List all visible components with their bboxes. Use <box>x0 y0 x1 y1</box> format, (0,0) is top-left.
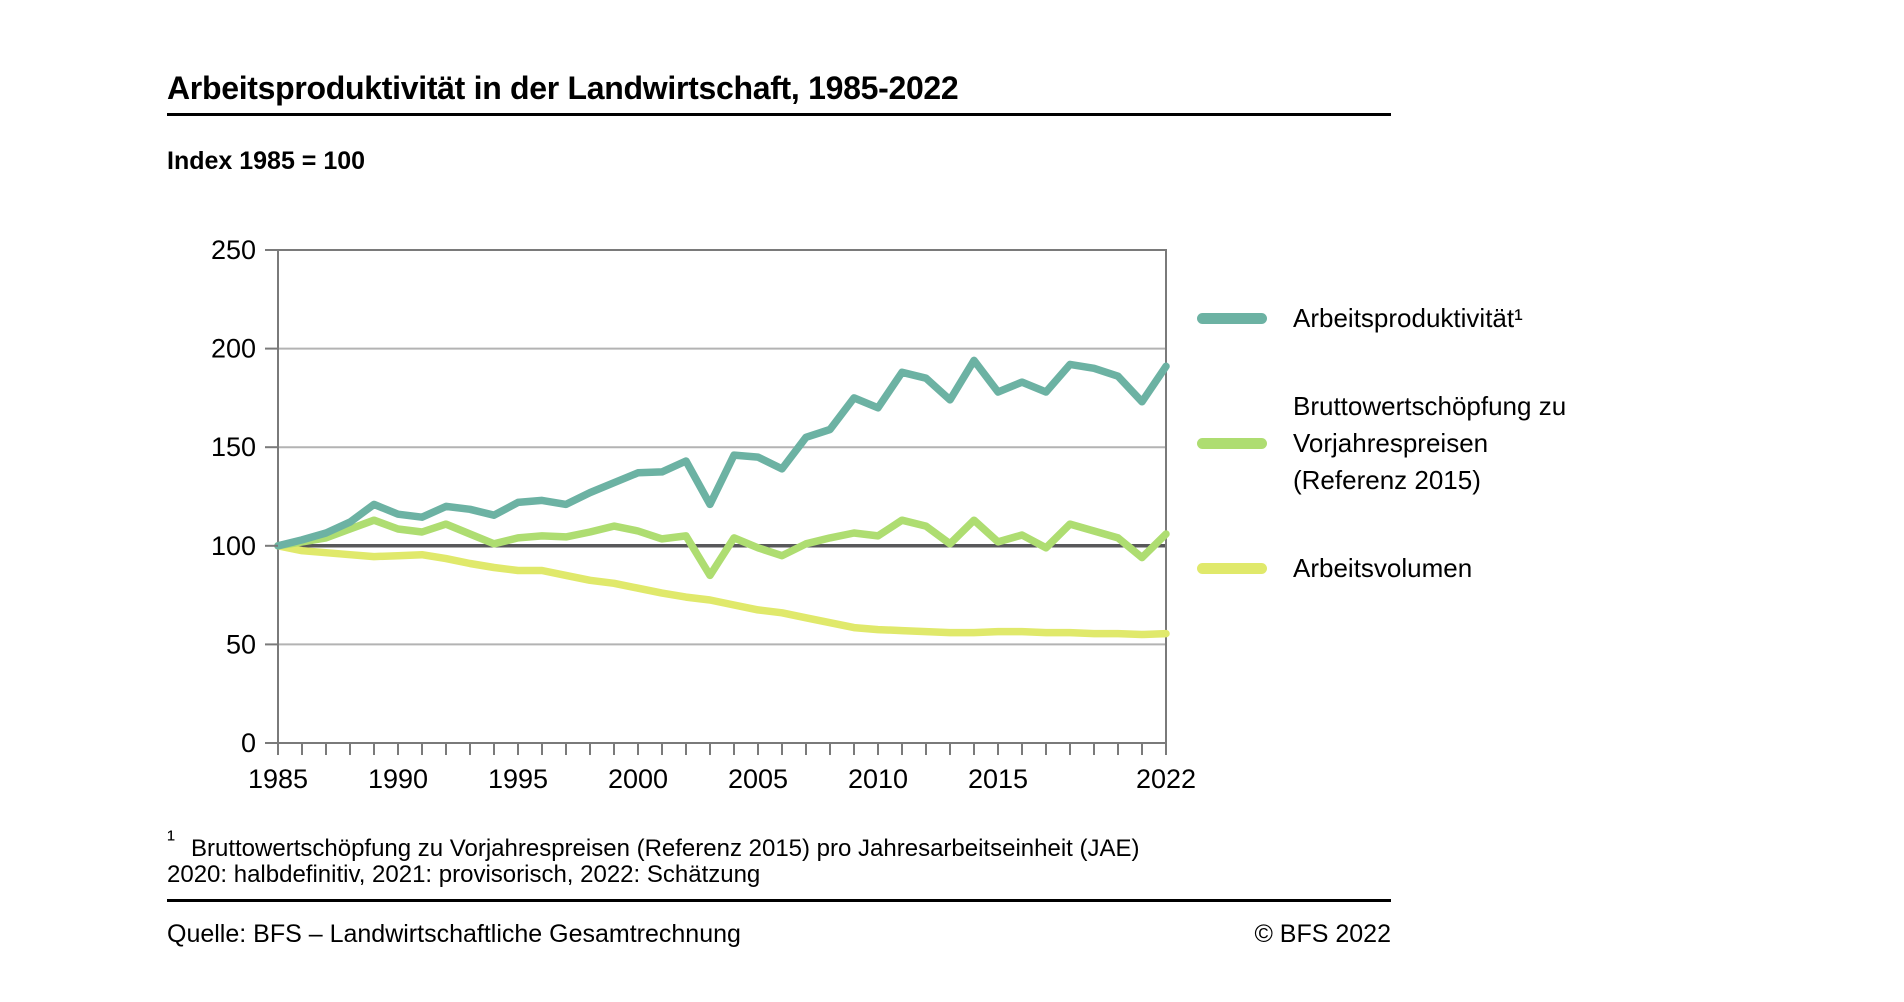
chart-canvas: 0 50 100 150 200 250 1985 1990 1995 2000 2005 2010 2… <box>211 235 1196 794</box>
legend-item-arbeitsproduktivitaet: Arbeitsproduktivität¹ <box>1197 300 1523 337</box>
title-divider <box>167 113 1391 116</box>
legend-item-arbeitsvolumen: Arbeitsvolumen <box>1197 550 1472 587</box>
y-tick-label-50: 50 <box>226 629 256 659</box>
y-tick-label-150: 150 <box>211 432 256 462</box>
x-tick-label-2022: 2022 <box>1136 764 1196 794</box>
series-line-arbeitsvolumen <box>274 542 1170 639</box>
footnote-status: 2020: halbdefinitiv, 2021: provisorisch,… <box>167 861 761 888</box>
x-tick-label-2015: 2015 <box>968 764 1028 794</box>
index-subtitle: Index 1985 = 100 <box>167 147 366 175</box>
legend-item-bruttowertschoepfung: Bruttowertschöpfung zu Vorjahrespreisen (R… <box>1197 388 1566 499</box>
series-line-bruttowertschoepfung <box>274 516 1170 580</box>
footnote-marker: ¹ <box>167 826 175 853</box>
footer-divider <box>167 899 1391 902</box>
legend-label: Arbeitsvolumen <box>1293 553 1473 583</box>
x-tick-label-1995: 1995 <box>488 764 548 794</box>
source-row: Quelle: BFS – Landwirtschaftliche Gesamt… <box>167 920 1391 949</box>
x-tick-label-1985: 1985 <box>248 764 308 794</box>
y-tick-label-0: 0 <box>241 728 256 758</box>
legend-swatch-yellow <box>1197 563 1267 574</box>
x-tick-label-1990: 1990 <box>368 764 428 794</box>
y-tick-label-250: 250 <box>211 235 256 265</box>
x-tick-label-2005: 2005 <box>728 764 788 794</box>
footnote-text: Bruttowertschöpfung zu Vorjahrespreisen … <box>191 835 1140 862</box>
legend-swatch-teal <box>1197 313 1267 324</box>
y-tick-label-200: 200 <box>211 334 256 364</box>
legend-label: Bruttowertschöpfung zu Vorjahrespreisen (R… <box>1293 391 1567 495</box>
legend-label: Arbeitsproduktivität¹ <box>1293 303 1523 333</box>
line-chart: 0 50 100 150 200 250 1985 1990 1995 2000 2005 2010 2… <box>160 190 1220 805</box>
series-line-arbeitsproduktivitaet <box>274 356 1170 550</box>
footnote-definition: ¹ Bruttowertschöpfung zu Vorjahrespreisen… <box>167 826 1140 863</box>
copyright-text: © BFS 2022 <box>1254 920 1391 948</box>
y-tick-label-100: 100 <box>211 531 256 561</box>
source-text: Quelle: BFS – Landwirtschaftliche Gesamt… <box>167 920 741 948</box>
page-title: Arbeitsproduktivität in der Landwirtscha… <box>167 70 959 106</box>
legend-swatch-green <box>1197 438 1267 449</box>
x-tick-label-2000: 2000 <box>608 764 668 794</box>
x-tick-label-2010: 2010 <box>848 764 908 794</box>
plot-frame <box>277 249 1167 744</box>
